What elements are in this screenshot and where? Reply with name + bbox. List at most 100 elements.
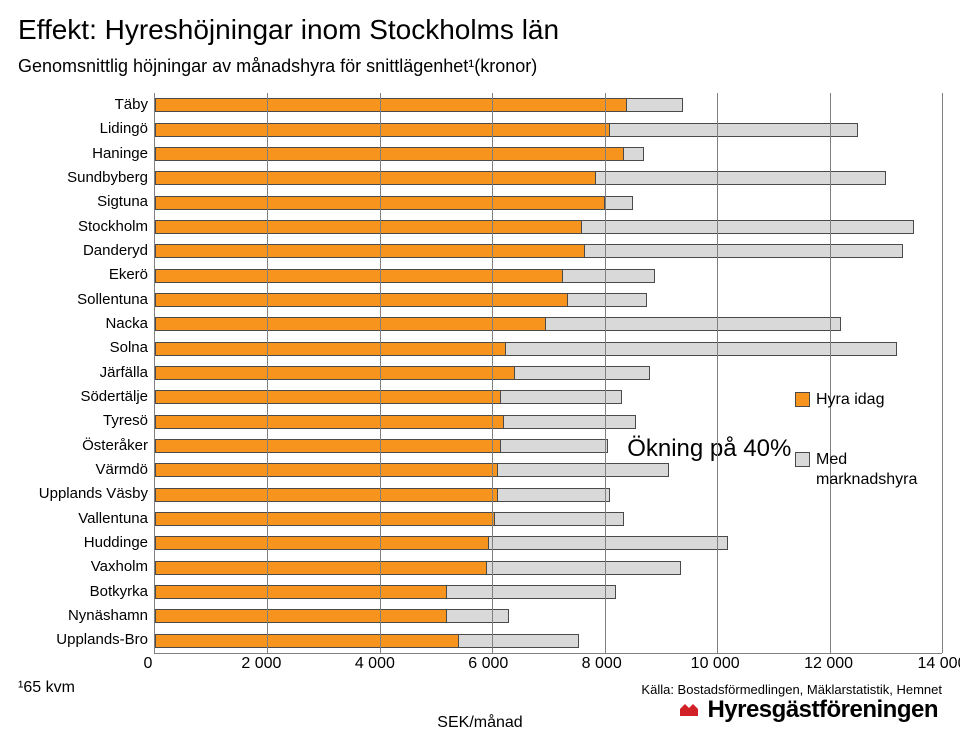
grid-line — [942, 93, 943, 653]
category-label: Vaxholm — [18, 559, 148, 576]
category-label: Upplands Väsby — [18, 486, 148, 503]
grid-line — [380, 93, 381, 653]
bar-segment-hyra-idag — [155, 220, 582, 234]
brand-block: Hyresgästföreningen — [677, 696, 938, 724]
source-line: Källa: Bostadsförmedlingen, Mäklarstatis… — [641, 682, 942, 697]
brand-icon — [677, 698, 701, 722]
bar-segment-hyra-idag — [155, 536, 489, 550]
category-labels: Täby Lidingö Haninge Sundbyberg Sigtuna Stock… — [18, 93, 154, 653]
legend: Hyra idag Med marknadshyra — [795, 390, 936, 530]
category-label: Lidingö — [18, 121, 148, 138]
bar-segment-hyra-idag — [155, 488, 498, 502]
bar-segment-hyra-idag — [155, 585, 447, 599]
bar-segment-hyra-idag — [155, 171, 596, 185]
legend-label: Med marknadshyra — [816, 450, 936, 490]
grid-line — [717, 93, 718, 653]
category-label: Haninge — [18, 146, 148, 163]
x-tick-label: 2 000 — [241, 655, 281, 673]
bar-row — [155, 634, 942, 648]
x-tick-label: 10 000 — [691, 655, 740, 673]
bar-segment-hyra-idag — [155, 463, 498, 477]
bar-row — [155, 342, 942, 356]
x-axis-label: SEK/månad — [437, 714, 522, 732]
overlay-label: Ökning på 40% — [627, 435, 791, 463]
bar-segment-hyra-idag — [155, 317, 546, 331]
category-label: Järfälla — [18, 365, 148, 382]
bar-segment-hyra-idag — [155, 390, 501, 404]
category-label: Huddinge — [18, 535, 148, 552]
bar-row — [155, 220, 942, 234]
bar-segment-hyra-idag — [155, 147, 624, 161]
bar-segment-hyra-idag — [155, 415, 504, 429]
brand-name: Hyresgästföreningen — [707, 696, 938, 724]
category-label: Tyresö — [18, 413, 148, 430]
bar-row — [155, 317, 942, 331]
bar-segment-hyra-idag — [155, 512, 495, 526]
bar-row — [155, 561, 942, 575]
bar-row — [155, 366, 942, 380]
x-tick-label: 0 — [144, 655, 153, 673]
bars-container — [155, 93, 942, 653]
bar-segment-hyra-idag — [155, 439, 501, 453]
bar-segment-hyra-idag — [155, 244, 585, 258]
category-label: Stockholm — [18, 219, 148, 236]
category-label: Ekerö — [18, 267, 148, 284]
bar-segment-hyra-idag — [155, 293, 568, 307]
bar-row — [155, 293, 942, 307]
legend-swatch — [795, 452, 810, 467]
bar-segment-hyra-idag — [155, 561, 487, 575]
category-label: Nynäshamn — [18, 608, 148, 625]
category-label: Täby — [18, 97, 148, 114]
x-tick-label: 8 000 — [582, 655, 622, 673]
category-label: Solna — [18, 340, 148, 357]
grid-line — [605, 93, 606, 653]
footnote: ¹65 kvm — [18, 679, 75, 697]
category-label: Södertälje — [18, 389, 148, 406]
legend-label: Hyra idag — [816, 390, 884, 410]
page-title: Effekt: Hyreshöjningar inom Stockholms l… — [18, 14, 942, 46]
page-subtitle: Genomsnittlig höjningar av månadshyra fö… — [18, 56, 942, 77]
bar-row — [155, 196, 942, 210]
bar-segment-hyra-idag — [155, 123, 610, 137]
bar-row — [155, 536, 942, 550]
bar-row — [155, 171, 942, 185]
bar-row — [155, 123, 942, 137]
category-label: Nacka — [18, 316, 148, 333]
footer: ¹65 kvm SEK/månad Källa: Bostadsförmedli… — [18, 679, 942, 697]
bar-row — [155, 269, 942, 283]
bar-row — [155, 244, 942, 258]
plot-area: Ökning på 40% — [154, 93, 942, 654]
category-label: Vallentuna — [18, 511, 148, 528]
page: Effekt: Hyreshöjningar inom Stockholms l… — [0, 0, 960, 754]
bar-segment-hyra-idag — [155, 366, 515, 380]
x-tick-label: 6 000 — [468, 655, 508, 673]
category-label: Värmdö — [18, 462, 148, 479]
bar-row — [155, 98, 942, 112]
category-label: Sollentuna — [18, 292, 148, 309]
category-label: Upplands-Bro — [18, 632, 148, 649]
x-tick-label: 4 000 — [355, 655, 395, 673]
bar-segment-hyra-idag — [155, 269, 563, 283]
legend-item: Hyra idag — [795, 390, 936, 410]
grid-line — [492, 93, 493, 653]
bar-row — [155, 147, 942, 161]
legend-swatch — [795, 392, 810, 407]
bar-segment-hyra-idag — [155, 634, 459, 648]
legend-item: Med marknadshyra — [795, 450, 936, 490]
bar-segment-hyra-idag — [155, 342, 506, 356]
x-axis: 02 0004 0006 0008 00010 00012 00014 000 — [148, 653, 942, 675]
category-label: Danderyd — [18, 243, 148, 260]
x-tick-label: 14 000 — [918, 655, 960, 673]
category-label: Österåker — [18, 438, 148, 455]
category-label: Botkyrka — [18, 584, 148, 601]
category-label: Sundbyberg — [18, 170, 148, 187]
bar-row — [155, 585, 942, 599]
x-tick-label: 12 000 — [804, 655, 853, 673]
bar-segment-hyra-idag — [155, 98, 627, 112]
bar-segment-hyra-idag — [155, 609, 447, 623]
category-label: Sigtuna — [18, 194, 148, 211]
grid-line — [830, 93, 831, 653]
bar-row — [155, 609, 942, 623]
grid-line — [267, 93, 268, 653]
chart-area: Täby Lidingö Haninge Sundbyberg Sigtuna Stock… — [18, 93, 942, 653]
